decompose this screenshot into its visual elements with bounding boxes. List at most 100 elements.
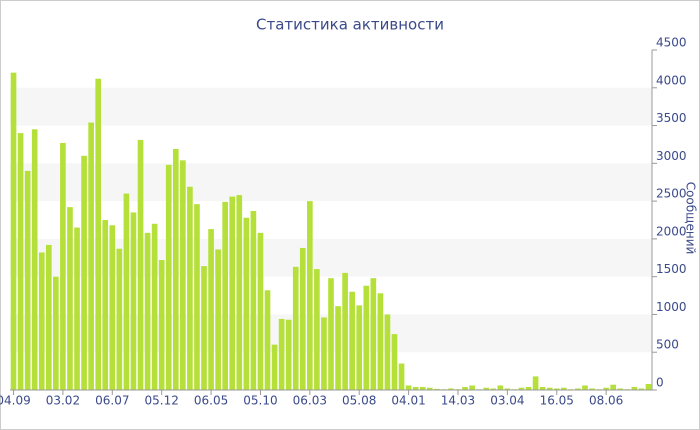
bar (603, 387, 609, 390)
bar (525, 386, 532, 390)
x-tick-label: 06.07 (95, 394, 129, 408)
bar (109, 225, 116, 390)
bar (172, 148, 179, 390)
bar (88, 122, 94, 391)
bar (24, 170, 31, 390)
bar (38, 252, 45, 390)
bar (95, 78, 102, 390)
bar (518, 387, 525, 390)
bar (363, 285, 370, 390)
bar (589, 388, 595, 390)
bar (53, 276, 59, 390)
grid-band (10, 87, 652, 126)
bar (74, 227, 80, 390)
bar (631, 386, 638, 390)
bar (201, 266, 207, 390)
bar (377, 293, 384, 390)
x-tick-label: 16.05 (540, 394, 574, 408)
bar (60, 142, 66, 390)
chart-title: Статистика активности (256, 16, 444, 34)
bar (102, 220, 109, 390)
bar (236, 195, 243, 390)
y-tick-label: 1000 (656, 300, 687, 314)
x-tick-label: 06.05 (194, 394, 228, 408)
bar (391, 334, 398, 390)
y-tick-label: 4000 (656, 73, 687, 87)
y-tick-label: 500 (656, 338, 679, 352)
bar (483, 387, 490, 390)
bar (582, 385, 588, 390)
x-tick-label: 05.10 (243, 394, 277, 408)
y-tick-label: 0 (656, 376, 664, 390)
bar (243, 217, 250, 390)
y-tick-label: 1500 (656, 262, 687, 276)
bar (81, 155, 87, 390)
bar (434, 388, 440, 390)
x-tick-label: 04.01 (391, 394, 425, 408)
bar (10, 72, 17, 391)
bar (67, 207, 73, 390)
y-axis-label: Сообщений (684, 182, 698, 255)
bar (398, 363, 405, 390)
bar (187, 186, 193, 390)
bar (299, 247, 306, 390)
bar (419, 386, 426, 390)
x-tick-label: 08.06 (589, 394, 623, 408)
bar (448, 388, 454, 390)
bar (638, 388, 645, 390)
grid-band (10, 163, 652, 202)
x-tick-label: 03.02 (46, 394, 80, 408)
bar (137, 139, 144, 390)
bar (116, 248, 123, 390)
bar (497, 385, 504, 390)
bar (180, 160, 186, 390)
bar (335, 306, 341, 390)
x-tick-label: 06.03 (293, 394, 327, 408)
bar (617, 388, 624, 390)
bar (307, 201, 313, 390)
bar (314, 269, 320, 390)
bar (229, 196, 236, 390)
bar (384, 314, 391, 390)
bar (560, 387, 567, 390)
bar (539, 386, 546, 390)
bar (250, 210, 257, 390)
bar (278, 318, 285, 390)
x-tick-label: 05.08 (342, 394, 376, 408)
bar (123, 193, 130, 390)
bar (208, 229, 214, 390)
bar (257, 232, 264, 390)
bar (469, 385, 475, 390)
y-tick-label: 2500 (656, 187, 687, 201)
bar (342, 272, 348, 390)
bar (553, 388, 560, 390)
bar (165, 164, 172, 390)
x-tick-label: 03.04 (490, 394, 524, 408)
bar (144, 232, 151, 390)
bar (222, 201, 228, 390)
bar (194, 204, 200, 390)
bar (264, 290, 271, 390)
bar (45, 244, 52, 390)
bar (462, 386, 468, 390)
bar (328, 278, 334, 390)
bar (575, 388, 581, 390)
bar (17, 133, 24, 390)
bar (271, 344, 278, 390)
bar (349, 291, 355, 390)
bar (405, 385, 412, 390)
bar (130, 212, 137, 390)
bar (504, 388, 511, 390)
x-tick-label: 14.03 (441, 394, 475, 408)
y-tick-label: 4500 (656, 36, 687, 50)
bar (645, 383, 652, 390)
bar (490, 388, 497, 390)
bar (546, 387, 553, 390)
bar (370, 278, 377, 390)
y-tick-label: 3000 (656, 149, 687, 163)
bar (31, 129, 38, 391)
x-tick-label: 05.12 (145, 394, 179, 408)
bar (610, 384, 617, 390)
bar (412, 386, 419, 390)
